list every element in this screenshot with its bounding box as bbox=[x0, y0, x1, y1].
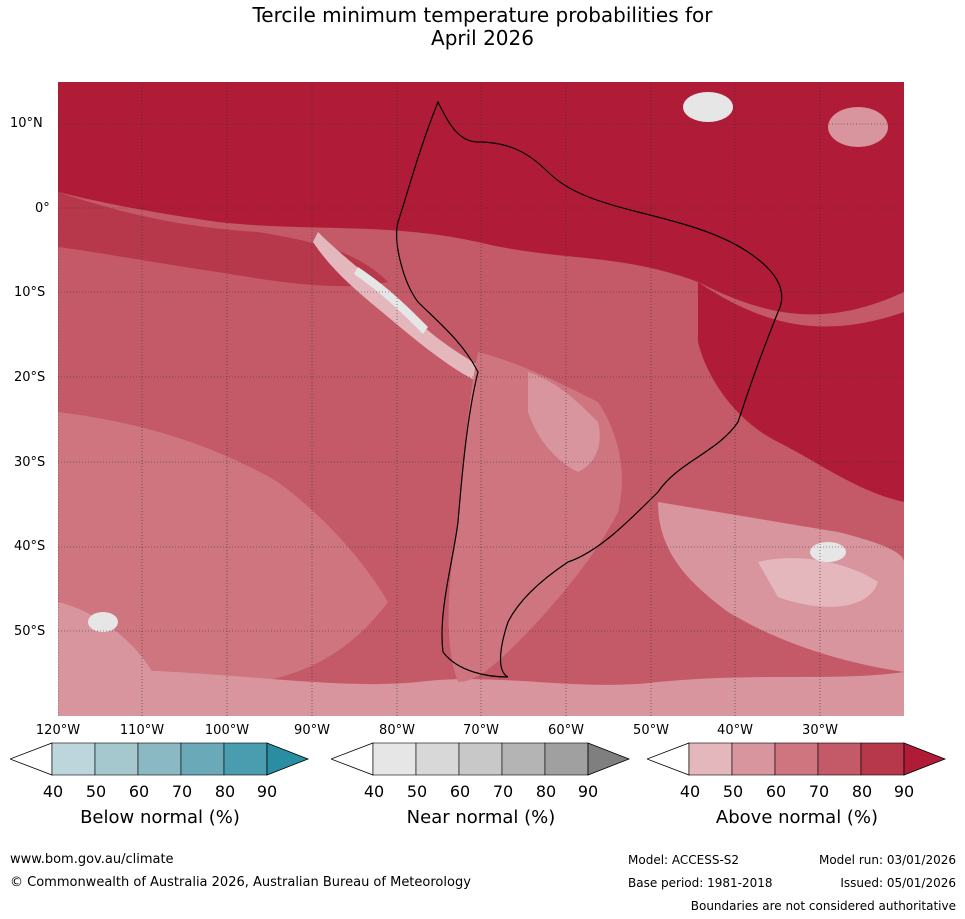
region-continent-pale bbox=[528, 372, 600, 472]
near-bin-gt90 bbox=[587, 742, 631, 776]
lon-label-60w: 60°W bbox=[548, 723, 584, 738]
colorbar-below-normal bbox=[10, 742, 310, 776]
base-period-text: Base period: 1981-2018 bbox=[628, 876, 773, 890]
colorbar-above-normal bbox=[647, 742, 947, 776]
region-ne-atlantic-light bbox=[828, 107, 888, 147]
model-run-text: Model run: 03/01/2026 bbox=[818, 853, 956, 867]
below-bin-50-60 bbox=[94, 742, 139, 776]
above-bin-lt40 bbox=[647, 742, 690, 776]
gridlines bbox=[58, 82, 904, 716]
near-bin-50-60 bbox=[415, 742, 460, 776]
website-link[interactable]: www.bom.gov.au/climate bbox=[10, 852, 174, 867]
below-bin-gt90 bbox=[266, 742, 310, 776]
disclaimer-text: Boundaries are not considered authoritat… bbox=[690, 899, 956, 913]
lat-label-0: 0° bbox=[35, 201, 50, 216]
above-bin-60-70 bbox=[774, 742, 819, 776]
region-atlantic-strong bbox=[698, 282, 904, 502]
near-bin-60-70 bbox=[458, 742, 503, 776]
near-tick-50: 50 bbox=[406, 782, 428, 801]
region-bottom-light bbox=[58, 669, 904, 716]
lat-label-50s: 50°S bbox=[14, 624, 46, 639]
lon-label-70w: 70°W bbox=[463, 723, 499, 738]
above-bin-70-80 bbox=[817, 742, 862, 776]
region-pacific-south bbox=[58, 412, 388, 690]
model-text: Model: ACCESS-S2 bbox=[628, 853, 740, 867]
issued-text: Issued: 05/01/2026 bbox=[840, 876, 956, 890]
below-tick-40: 40 bbox=[42, 782, 64, 801]
below-tick-70: 70 bbox=[171, 782, 193, 801]
below-bin-70-80 bbox=[180, 742, 225, 776]
above-tick-80: 80 bbox=[851, 782, 873, 801]
region-ne-atlantic-pale bbox=[683, 92, 733, 122]
above-tick-70: 70 bbox=[808, 782, 830, 801]
below-tick-50: 50 bbox=[85, 782, 107, 801]
above-bin-gt90 bbox=[903, 742, 947, 776]
near-tick-40: 40 bbox=[363, 782, 385, 801]
lat-label-20s: 20°S bbox=[14, 370, 46, 385]
above-tick-60: 60 bbox=[765, 782, 787, 801]
copyright-text: © Commonwealth of Australia 2026, Austra… bbox=[10, 875, 471, 890]
map-title: Tercile minimum temperature probabilitie… bbox=[0, 4, 965, 50]
below-normal-label: Below normal (%) bbox=[80, 807, 240, 828]
near-bin-70-80 bbox=[501, 742, 546, 776]
below-bin-40-50 bbox=[51, 742, 96, 776]
map-title-line1: Tercile minimum temperature probabilitie… bbox=[252, 3, 713, 27]
above-bin-40-50 bbox=[688, 742, 733, 776]
above-tick-50: 50 bbox=[722, 782, 744, 801]
above-normal-label: Above normal (%) bbox=[715, 807, 879, 828]
region-andes-pale bbox=[354, 267, 428, 334]
region-north-pacific-mid bbox=[58, 192, 388, 287]
above-bin-50-60 bbox=[731, 742, 776, 776]
lon-label-80w: 80°W bbox=[379, 723, 415, 738]
lon-label-90w: 90°W bbox=[294, 723, 330, 738]
lon-label-30w: 30°W bbox=[802, 723, 838, 738]
region-southwest-pale bbox=[88, 612, 118, 632]
coastline-south-america bbox=[396, 100, 783, 678]
lon-label-50w: 50°W bbox=[633, 723, 669, 738]
above-tick-90: 90 bbox=[893, 782, 915, 801]
below-tick-80: 80 bbox=[214, 782, 236, 801]
lat-label-40s: 40°S bbox=[14, 539, 46, 554]
below-tick-90: 90 bbox=[256, 782, 278, 801]
probability-map bbox=[58, 82, 904, 716]
lat-label-10n: 10°N bbox=[10, 116, 43, 131]
below-bin-60-70 bbox=[137, 742, 182, 776]
lon-label-100w: 100°W bbox=[204, 723, 250, 738]
near-normal-label: Near normal (%) bbox=[406, 807, 556, 828]
lon-label-40w: 40°W bbox=[717, 723, 753, 738]
lat-label-30s: 30°S bbox=[14, 455, 46, 470]
near-bin-lt40 bbox=[331, 742, 374, 776]
near-bin-80-90 bbox=[544, 742, 589, 776]
below-bin-80-90 bbox=[223, 742, 268, 776]
near-tick-60: 60 bbox=[449, 782, 471, 801]
region-north-strong bbox=[58, 82, 904, 315]
colorbar-near-normal bbox=[331, 742, 631, 776]
near-tick-90: 90 bbox=[577, 782, 599, 801]
lat-label-10s: 10°S bbox=[14, 285, 46, 300]
map-title-line2: April 2026 bbox=[431, 26, 534, 50]
above-bin-80-90 bbox=[860, 742, 905, 776]
below-bin-lt40 bbox=[10, 742, 53, 776]
region-atlantic-south-pale bbox=[758, 558, 878, 607]
near-bin-40-50 bbox=[372, 742, 417, 776]
above-tick-40: 40 bbox=[679, 782, 701, 801]
lon-label-120w: 120°W bbox=[35, 723, 81, 738]
below-tick-60: 60 bbox=[128, 782, 150, 801]
near-tick-70: 70 bbox=[492, 782, 514, 801]
near-tick-80: 80 bbox=[535, 782, 557, 801]
lon-label-110w: 110°W bbox=[119, 723, 165, 738]
region-south-atlantic-pale bbox=[810, 542, 846, 562]
